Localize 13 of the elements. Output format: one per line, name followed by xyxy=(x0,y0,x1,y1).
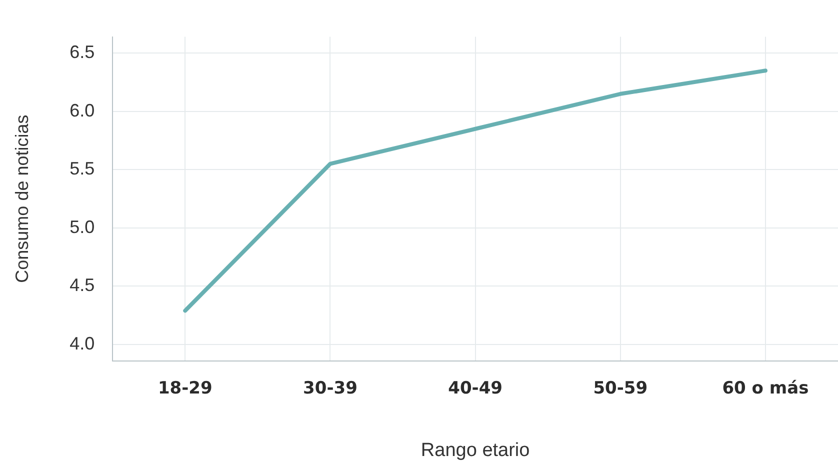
x-tick-label: 50-59 xyxy=(593,378,648,398)
x-tick-label: 40-49 xyxy=(448,378,502,398)
x-axis-title: Rango etario xyxy=(420,440,530,461)
y-tick-label: 6.0 xyxy=(70,100,95,120)
y-axis-title: Consumo de noticias xyxy=(12,114,32,283)
x-tick-label: 60 o más xyxy=(722,378,809,398)
y-tick-label: 4.5 xyxy=(70,275,95,296)
y-tick-label: 6.5 xyxy=(70,42,95,62)
y-tick-label: 5.0 xyxy=(70,216,95,237)
x-tick-label: 18-29 xyxy=(158,378,212,398)
y-tick-label: 4.0 xyxy=(70,333,95,354)
y-tick-label: 5.5 xyxy=(70,158,95,179)
x-tick-label: 30-39 xyxy=(303,378,358,398)
